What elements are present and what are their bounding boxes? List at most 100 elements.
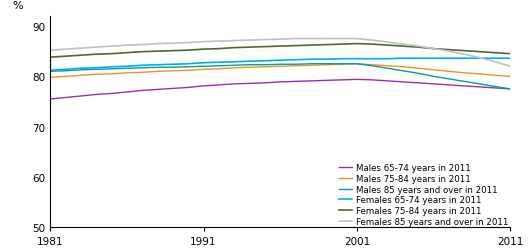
- Females 65-74 years in 2011: [277, 59, 284, 62]
- Males 65-74 years in 2011: [385, 80, 391, 83]
- Females 85 years and over in 2011: [78, 47, 84, 50]
- Males 85 years and over in 2011: [431, 76, 437, 79]
- Males 75-84 years in 2011: [124, 72, 130, 75]
- Females 75-84 years in 2011: [247, 46, 253, 49]
- Males 75-84 years in 2011: [492, 75, 498, 78]
- Males 65-74 years in 2011: [262, 82, 268, 85]
- Males 85 years and over in 2011: [277, 64, 284, 67]
- Females 65-74 years in 2011: [492, 57, 498, 60]
- Females 75-84 years in 2011: [400, 45, 406, 48]
- Males 65-74 years in 2011: [247, 83, 253, 86]
- Males 65-74 years in 2011: [400, 81, 406, 84]
- Males 75-84 years in 2011: [415, 68, 422, 71]
- Females 85 years and over in 2011: [200, 41, 207, 44]
- Females 85 years and over in 2011: [415, 45, 422, 48]
- Females 85 years and over in 2011: [124, 44, 130, 47]
- Males 75-84 years in 2011: [385, 65, 391, 68]
- Females 85 years and over in 2011: [369, 39, 376, 42]
- Males 85 years and over in 2011: [247, 64, 253, 67]
- Females 75-84 years in 2011: [293, 45, 299, 48]
- Males 65-74 years in 2011: [431, 83, 437, 86]
- Y-axis label: %: %: [13, 1, 23, 11]
- Males 75-84 years in 2011: [154, 71, 161, 74]
- Females 85 years and over in 2011: [339, 38, 345, 41]
- Females 75-84 years in 2011: [216, 48, 222, 51]
- Males 75-84 years in 2011: [200, 69, 207, 72]
- Males 85 years and over in 2011: [446, 78, 452, 81]
- Males 85 years and over in 2011: [231, 65, 238, 68]
- Females 85 years and over in 2011: [47, 49, 53, 52]
- Males 75-84 years in 2011: [400, 66, 406, 69]
- Males 75-84 years in 2011: [93, 74, 99, 77]
- Males 85 years and over in 2011: [200, 66, 207, 69]
- Males 65-74 years in 2011: [62, 97, 69, 100]
- Females 75-84 years in 2011: [277, 45, 284, 48]
- Males 85 years and over in 2011: [477, 83, 483, 86]
- Males 85 years and over in 2011: [339, 63, 345, 66]
- Males 85 years and over in 2011: [62, 70, 69, 73]
- Females 75-84 years in 2011: [354, 43, 360, 46]
- Males 85 years and over in 2011: [185, 66, 191, 69]
- Males 65-74 years in 2011: [185, 86, 191, 89]
- Males 75-84 years in 2011: [78, 75, 84, 78]
- Males 75-84 years in 2011: [354, 63, 360, 66]
- Females 65-74 years in 2011: [461, 57, 468, 60]
- Males 65-74 years in 2011: [154, 88, 161, 91]
- Males 85 years and over in 2011: [293, 64, 299, 67]
- Females 75-84 years in 2011: [461, 50, 468, 53]
- Males 75-84 years in 2011: [461, 72, 468, 75]
- Females 75-84 years in 2011: [446, 49, 452, 52]
- Females 85 years and over in 2011: [492, 61, 498, 64]
- Males 65-74 years in 2011: [293, 81, 299, 84]
- Females 65-74 years in 2011: [154, 64, 161, 67]
- Females 75-84 years in 2011: [108, 53, 115, 56]
- Females 65-74 years in 2011: [62, 69, 69, 72]
- Males 85 years and over in 2011: [216, 65, 222, 68]
- Females 75-84 years in 2011: [323, 44, 330, 47]
- Males 75-84 years in 2011: [247, 67, 253, 70]
- Females 85 years and over in 2011: [477, 57, 483, 60]
- Females 85 years and over in 2011: [108, 45, 115, 48]
- Females 75-84 years in 2011: [492, 52, 498, 55]
- Females 65-74 years in 2011: [93, 67, 99, 70]
- Males 75-84 years in 2011: [108, 73, 115, 76]
- Line: Males 75-84 years in 2011: Males 75-84 years in 2011: [50, 65, 510, 78]
- Males 65-74 years in 2011: [339, 79, 345, 82]
- Females 85 years and over in 2011: [354, 38, 360, 41]
- Females 75-84 years in 2011: [308, 44, 314, 47]
- Males 75-84 years in 2011: [446, 71, 452, 74]
- Females 65-74 years in 2011: [170, 64, 176, 67]
- Females 65-74 years in 2011: [247, 60, 253, 64]
- Males 85 years and over in 2011: [354, 63, 360, 66]
- Females 85 years and over in 2011: [93, 46, 99, 49]
- Females 75-84 years in 2011: [47, 56, 53, 59]
- Females 65-74 years in 2011: [216, 61, 222, 65]
- Females 65-74 years in 2011: [431, 57, 437, 60]
- Line: Males 85 years and over in 2011: Males 85 years and over in 2011: [50, 65, 510, 89]
- Females 75-84 years in 2011: [154, 50, 161, 53]
- Males 85 years and over in 2011: [124, 68, 130, 71]
- Females 85 years and over in 2011: [231, 40, 238, 43]
- Females 85 years and over in 2011: [277, 38, 284, 41]
- Line: Females 75-84 years in 2011: Females 75-84 years in 2011: [50, 44, 510, 58]
- Females 65-74 years in 2011: [354, 58, 360, 61]
- Females 75-84 years in 2011: [93, 53, 99, 56]
- Males 75-84 years in 2011: [308, 65, 314, 68]
- Females 75-84 years in 2011: [262, 46, 268, 49]
- Females 85 years and over in 2011: [293, 38, 299, 41]
- Males 85 years and over in 2011: [78, 69, 84, 72]
- Line: Males 65-74 years in 2011: Males 65-74 years in 2011: [50, 80, 510, 100]
- Females 75-84 years in 2011: [170, 50, 176, 53]
- Females 85 years and over in 2011: [262, 39, 268, 42]
- Females 65-74 years in 2011: [400, 57, 406, 60]
- Males 75-84 years in 2011: [231, 67, 238, 70]
- Females 65-74 years in 2011: [139, 65, 145, 68]
- Males 85 years and over in 2011: [492, 85, 498, 88]
- Females 85 years and over in 2011: [431, 48, 437, 51]
- Females 65-74 years in 2011: [262, 60, 268, 63]
- Males 75-84 years in 2011: [170, 70, 176, 73]
- Males 65-74 years in 2011: [446, 84, 452, 87]
- Females 75-84 years in 2011: [415, 46, 422, 49]
- Males 65-74 years in 2011: [415, 82, 422, 85]
- Males 65-74 years in 2011: [354, 79, 360, 82]
